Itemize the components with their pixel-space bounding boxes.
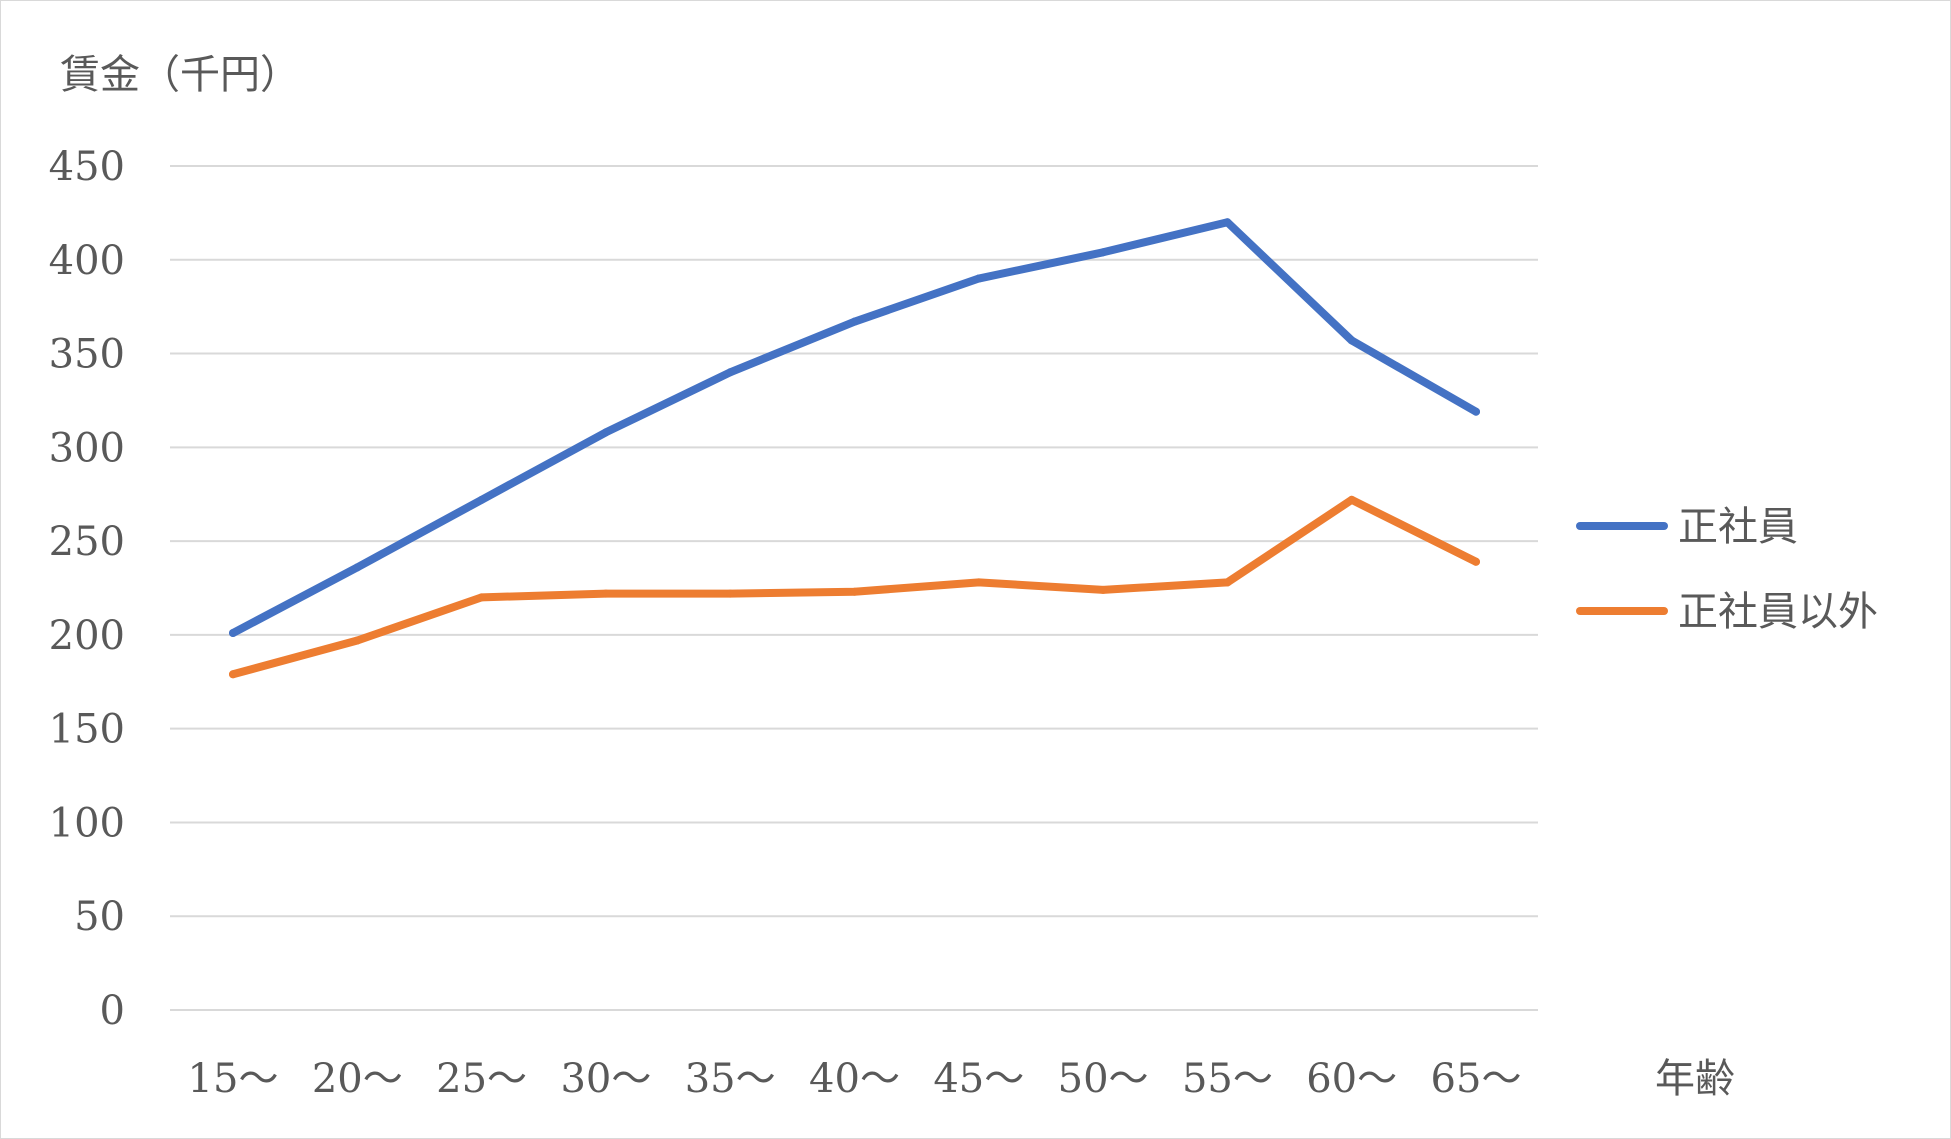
x-axis-label: 年齢 <box>1655 1056 1735 1102</box>
data-point <box>726 589 735 598</box>
data-point <box>229 670 237 679</box>
x-tick-label: 30～ <box>560 1056 651 1102</box>
data-point <box>1223 578 1232 587</box>
series-line-0 <box>229 218 1480 638</box>
x-tick-label: 20～ <box>312 1056 403 1102</box>
x-tick-label: 15～ <box>188 1056 279 1102</box>
data-point <box>1472 407 1480 416</box>
data-point <box>1347 336 1356 345</box>
y-axis-label: 賃金（千円） <box>60 52 300 98</box>
gridlines <box>170 165 1538 1011</box>
y-tick-label: 450 <box>49 144 125 190</box>
data-point <box>477 593 486 602</box>
data-point <box>1472 557 1480 566</box>
y-tick-label: 250 <box>49 519 125 565</box>
data-point <box>1223 218 1232 227</box>
y-tick-label: 200 <box>49 613 125 659</box>
x-tick-label: 60～ <box>1306 1056 1397 1102</box>
y-tick-label: 50 <box>74 894 125 940</box>
y-tick-label: 400 <box>49 238 125 284</box>
data-point <box>1099 248 1108 257</box>
y-tick-label: 100 <box>49 800 125 846</box>
data-point <box>601 589 610 598</box>
x-tick-label: 40～ <box>809 1056 900 1102</box>
data-point <box>1099 585 1108 594</box>
data-point <box>353 563 362 572</box>
data-point <box>726 368 735 377</box>
x-tick-label: 25～ <box>436 1056 527 1102</box>
y-tick-label: 0 <box>100 988 125 1034</box>
data-point <box>1347 495 1356 504</box>
x-tick-labels: 15～ 20～ 25～ 30～ 35～ 40～ 45～ 50～ 55～ 60～ 65～ <box>188 1056 1522 1102</box>
x-tick-label: 55～ <box>1182 1056 1273 1102</box>
x-tick-label: 50～ <box>1058 1056 1149 1102</box>
x-tick-label: 45～ <box>933 1056 1024 1102</box>
data-point <box>974 578 983 587</box>
y-tick-label: 350 <box>49 332 125 378</box>
y-tick-labels: 0 50 100 150 200 250 300 350 400 450 <box>49 144 125 1034</box>
y-tick-label: 300 <box>49 425 125 471</box>
legend-label-1: 正社員以外 <box>1678 589 1878 635</box>
data-point <box>850 317 859 326</box>
data-point <box>850 587 859 596</box>
series-lines <box>229 218 1480 679</box>
data-point <box>974 274 983 283</box>
data-point <box>601 428 610 437</box>
data-point <box>353 636 362 645</box>
data-point <box>229 629 237 638</box>
x-tick-label: 65～ <box>1431 1056 1522 1102</box>
series-line-1 <box>229 495 1480 679</box>
x-tick-label: 35～ <box>685 1056 776 1102</box>
legend-label-0: 正社員 <box>1678 504 1798 550</box>
data-point <box>477 495 486 504</box>
y-tick-label: 150 <box>49 707 125 753</box>
